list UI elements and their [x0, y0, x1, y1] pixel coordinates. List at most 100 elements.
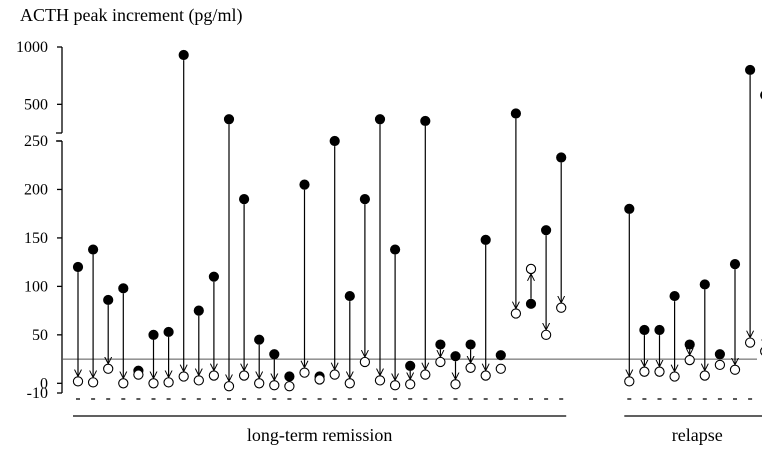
- after-point: [254, 378, 265, 389]
- before-point: [624, 203, 635, 214]
- before-point: [72, 261, 84, 273]
- after-point: [223, 381, 235, 392]
- subject-pair: [495, 350, 506, 374]
- before-point: [495, 350, 506, 361]
- before-point: [556, 152, 567, 163]
- subject-pair: [556, 152, 567, 313]
- before-point: [223, 114, 235, 125]
- after-point: [510, 308, 522, 319]
- after-point: [269, 380, 280, 391]
- subject-pair: [389, 244, 401, 391]
- after-point: [72, 376, 84, 387]
- before-point: [103, 294, 114, 306]
- group-label: relapse: [672, 425, 723, 445]
- subject-pair: [359, 194, 371, 368]
- before-point: [208, 271, 219, 282]
- after-point: [654, 366, 665, 377]
- after-point: [299, 367, 310, 378]
- after-point: [344, 378, 355, 389]
- subject-pair: [654, 324, 665, 377]
- subject-pair: [87, 244, 99, 388]
- subject-pair: [329, 135, 340, 380]
- after-point: [556, 302, 567, 313]
- group-label: long-term remission: [247, 425, 392, 445]
- y-tick-label: 250: [24, 133, 48, 150]
- subject-pair: [450, 351, 461, 390]
- subject-pair: [314, 371, 325, 385]
- y-tick-label: 150: [24, 230, 48, 247]
- subject-pair: [465, 339, 476, 373]
- before-point: [465, 339, 476, 350]
- before-point: [374, 114, 386, 125]
- subject-pair: [284, 371, 295, 392]
- after-point: [284, 381, 295, 392]
- after-point: [729, 364, 741, 375]
- after-point: [329, 369, 340, 380]
- before-point: [148, 329, 159, 340]
- before-point: [745, 64, 756, 76]
- subject-pair: [148, 329, 159, 389]
- subject-pair: [374, 114, 386, 386]
- after-point: [744, 337, 756, 348]
- subject-pair: [103, 294, 114, 374]
- subject-pair: [133, 365, 144, 380]
- y-tick-label: 1000: [16, 39, 48, 56]
- subject-pair: [729, 258, 741, 375]
- after-point: [87, 377, 99, 388]
- after-point: [420, 369, 431, 380]
- subject-pair: [208, 271, 220, 381]
- after-point: [669, 371, 680, 382]
- after-point: [714, 359, 726, 371]
- after-point: [359, 356, 371, 368]
- subject-pair: [714, 349, 726, 371]
- after-point: [163, 377, 174, 388]
- group-labels: long-term remission relapse: [73, 415, 762, 445]
- subject-pair: [639, 324, 650, 377]
- subject-pair: [238, 194, 250, 381]
- before-point: [344, 290, 355, 302]
- before-point: [525, 298, 537, 309]
- after-point: [495, 363, 506, 374]
- before-point: [269, 349, 280, 360]
- subject-pair: [254, 334, 265, 389]
- subject-pair: [269, 349, 280, 391]
- before-point: [669, 290, 680, 302]
- before-point: [639, 324, 650, 336]
- after-point: [465, 362, 476, 373]
- after-point: [684, 354, 695, 366]
- after-point: [193, 375, 204, 386]
- before-point: [450, 351, 461, 362]
- y-tick-label: 200: [24, 181, 48, 198]
- after-point: [480, 370, 491, 381]
- after-point: [133, 369, 144, 380]
- subject-pair: [699, 279, 710, 381]
- subject-pair: [684, 339, 695, 366]
- before-point: [359, 194, 370, 205]
- after-point: [450, 379, 461, 390]
- subject-pair: [299, 179, 310, 378]
- before-point: [699, 279, 710, 290]
- before-point: [541, 225, 552, 236]
- y-tick-label: -10: [27, 385, 48, 402]
- before-point: [654, 324, 665, 336]
- after-point: [435, 356, 446, 368]
- before-point: [714, 349, 726, 360]
- subject-pair: [163, 326, 174, 388]
- subject-pair: [435, 339, 446, 368]
- subject-pair: [744, 64, 756, 348]
- subject-pair: [540, 225, 552, 340]
- after-point: [374, 375, 386, 386]
- subject-pair: [223, 114, 235, 392]
- chart-title: ACTH peak increment (pg/ml): [20, 5, 242, 26]
- subject-pair: [420, 115, 431, 380]
- y-tick-label: 0: [40, 375, 48, 392]
- before-point: [420, 115, 431, 127]
- y-axis: -100 50 100 150 200 250 500 1000: [16, 39, 63, 402]
- subject-pair: [510, 108, 522, 319]
- y-tick-label: 50: [32, 327, 48, 344]
- after-point: [208, 370, 220, 381]
- after-point: [405, 379, 416, 390]
- before-point: [254, 334, 265, 345]
- subject-pair: [669, 290, 680, 382]
